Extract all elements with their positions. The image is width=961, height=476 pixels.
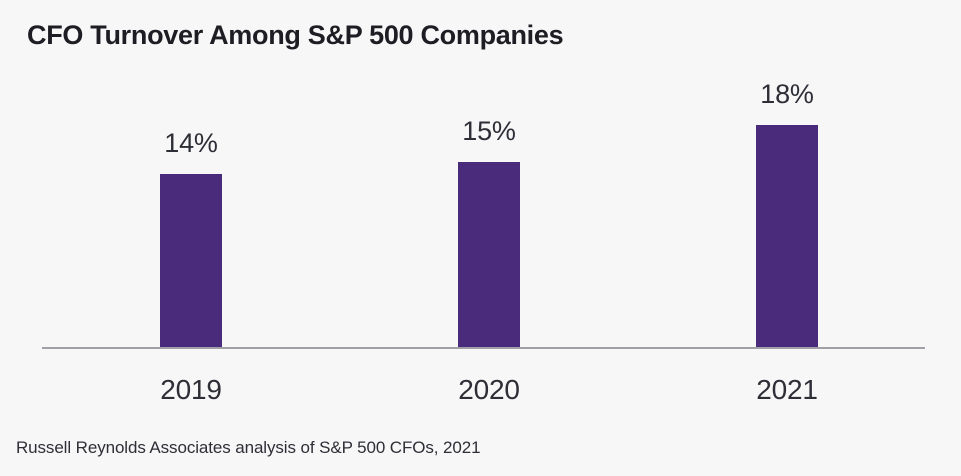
chart-title: CFO Turnover Among S&P 500 Companies [27, 20, 564, 50]
x-axis-tick-label: 2019 [160, 374, 222, 405]
x-axis-line [42, 347, 925, 349]
bar-2021 [756, 125, 818, 348]
x-axis-tick-label: 2021 [756, 374, 818, 405]
bar-2019 [160, 174, 222, 348]
bar-value-label: 14% [164, 128, 218, 158]
bar-value-label: 18% [760, 79, 814, 109]
bar-value-label: 15% [462, 116, 516, 146]
bar-2020 [458, 162, 520, 348]
x-axis-tick-label: 2020 [458, 374, 520, 405]
source-note: Russell Reynolds Associates analysis of … [16, 438, 481, 457]
